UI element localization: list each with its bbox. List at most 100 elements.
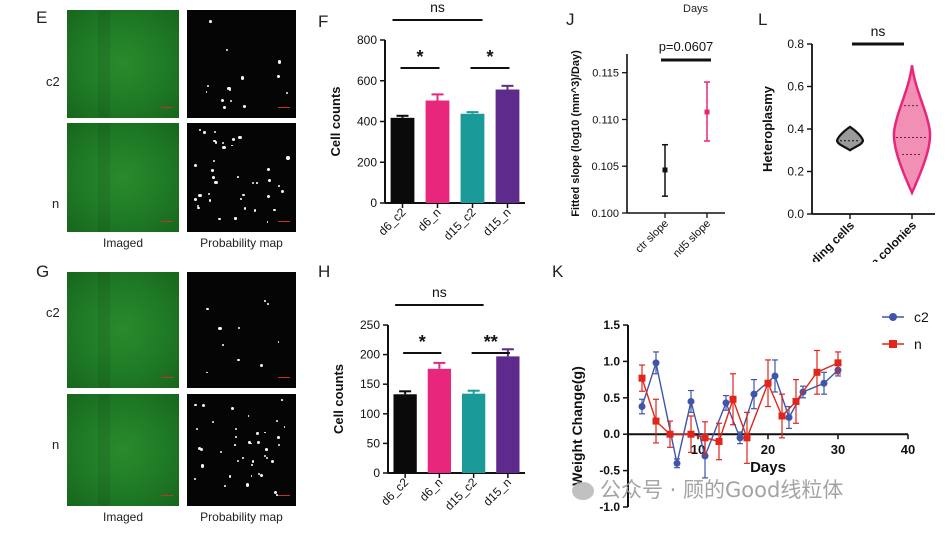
- legend-label-n: n: [914, 336, 922, 352]
- cell-dot: [212, 159, 215, 162]
- cell-dot: [208, 193, 211, 196]
- cell-dot: [251, 181, 254, 184]
- y-tick-label: -0.5: [599, 464, 620, 478]
- cell-dot: [242, 457, 245, 460]
- caption-g-probability: Probability map: [200, 510, 283, 524]
- point-n: [792, 397, 800, 405]
- bar-d15-n: [495, 89, 520, 203]
- cell-dot: [222, 145, 226, 150]
- y-tick-label: 0.110: [592, 114, 619, 126]
- caption-e-probability: Probability map: [200, 236, 283, 250]
- y-tick-label: 50: [367, 436, 381, 450]
- cell-dot: [253, 209, 257, 212]
- cell-dot: [268, 179, 272, 183]
- y-tick-label: 1.0: [603, 354, 620, 368]
- x-tick-label: nd5 slope: [671, 218, 713, 260]
- cell-dot: [283, 425, 286, 428]
- watermark: 公众号 · 顾的Good线粒体: [572, 474, 843, 504]
- panel-label-h: H: [318, 262, 331, 281]
- y-tick-label: 0.0: [787, 207, 804, 221]
- cell-dot: [242, 193, 245, 197]
- cell-dot: [277, 75, 280, 78]
- cell-dot: [234, 217, 237, 220]
- cell-dot: [266, 221, 269, 223]
- cell-dot: [197, 206, 201, 210]
- significance-label: *: [419, 332, 426, 352]
- cell-dot: [218, 217, 221, 221]
- cell-dot: [248, 441, 252, 445]
- point-ctr-slope: [662, 167, 668, 173]
- cell-dot: [220, 98, 225, 103]
- significance-label: ns: [430, 0, 445, 15]
- cell-dot: [264, 454, 266, 457]
- x-tick-label: d15_n: [480, 205, 513, 238]
- watermark-text: 公众号 · 顾的Good线粒体: [600, 478, 844, 502]
- y-tick-label: -1.0: [599, 500, 620, 514]
- x-tick-label: 30: [831, 442, 845, 457]
- y-tick-label: 100: [360, 407, 380, 421]
- cell-dot: [231, 138, 235, 142]
- cell-dot: [264, 431, 266, 434]
- top-days-label: Days: [683, 3, 709, 15]
- y-tick-label: 0.6: [787, 80, 804, 94]
- point-nd5-slope: [704, 109, 710, 115]
- cell-dot: [205, 91, 208, 93]
- cell-dot: [212, 176, 216, 179]
- y-tick-label: 250: [360, 318, 380, 332]
- bar-d15-c2: [460, 113, 485, 203]
- panel-label-j: J: [566, 10, 575, 29]
- scale-bar: [161, 221, 173, 226]
- cell-dot: [251, 460, 254, 463]
- cell-dot: [214, 180, 218, 184]
- point-n: [666, 430, 674, 438]
- y-tick-label: 0: [370, 196, 377, 210]
- bar-d6-n: [427, 368, 452, 473]
- x-tick-label: d15_c2: [442, 475, 480, 513]
- cell-dot: [285, 92, 289, 95]
- cell-dot: [266, 303, 269, 306]
- legend-label-c2: c2: [914, 309, 929, 325]
- cell-dot: [211, 168, 214, 172]
- point-n: [834, 359, 842, 367]
- cell-dot: [237, 358, 240, 362]
- caption-g-imaged: Imaged: [102, 510, 144, 524]
- cell-dot: [277, 341, 280, 343]
- cell-dot: [206, 371, 208, 374]
- y-tick-label: 600: [357, 74, 377, 88]
- y-axis-label: Fitted slope (log10 (mm^3)/Day): [570, 50, 582, 217]
- cell-dot: [229, 88, 232, 91]
- cell-dot: [278, 60, 282, 64]
- cell-dot: [278, 185, 280, 187]
- cell-dot: [236, 460, 239, 463]
- x-tick-label: 20: [761, 442, 775, 457]
- violin-soft-agar: [892, 65, 932, 196]
- micrograph-e-n-imaged: [67, 123, 179, 232]
- cell-dot: [198, 194, 202, 198]
- cell-dot: [240, 197, 243, 200]
- scale-bar: [161, 377, 173, 382]
- p-value-label: p=0.0607: [659, 39, 714, 54]
- micrograph-g-c2-probability: [187, 272, 296, 388]
- cell-dot: [273, 208, 276, 211]
- point-n: [778, 412, 786, 420]
- cell-dot: [207, 85, 210, 88]
- chart-k: -1.0 -0.5 0.0 0.5 1.0 1.5 10 20 30 40 Days Weight C…: [569, 309, 929, 514]
- cell-dot: [256, 182, 259, 184]
- scale-bar: [161, 495, 173, 500]
- row-label-g-n: n: [52, 437, 60, 452]
- cell-dot: [230, 407, 234, 411]
- cell-dot: [247, 415, 250, 417]
- point-c2: [673, 459, 681, 467]
- cell-dot: [245, 483, 250, 487]
- cell-dot: [224, 484, 226, 487]
- x-tick-label: d6_c2: [378, 475, 411, 508]
- y-axis-label: Weight Change(g): [569, 366, 585, 486]
- scale-bar: [278, 221, 290, 226]
- point-n: [743, 434, 751, 442]
- scale-bar: [278, 107, 290, 112]
- y-tick-label: 1.5: [603, 318, 620, 332]
- panel-label-g: G: [36, 262, 50, 281]
- y-tick-label: 0.4: [787, 122, 804, 136]
- cell-dot: [235, 435, 237, 438]
